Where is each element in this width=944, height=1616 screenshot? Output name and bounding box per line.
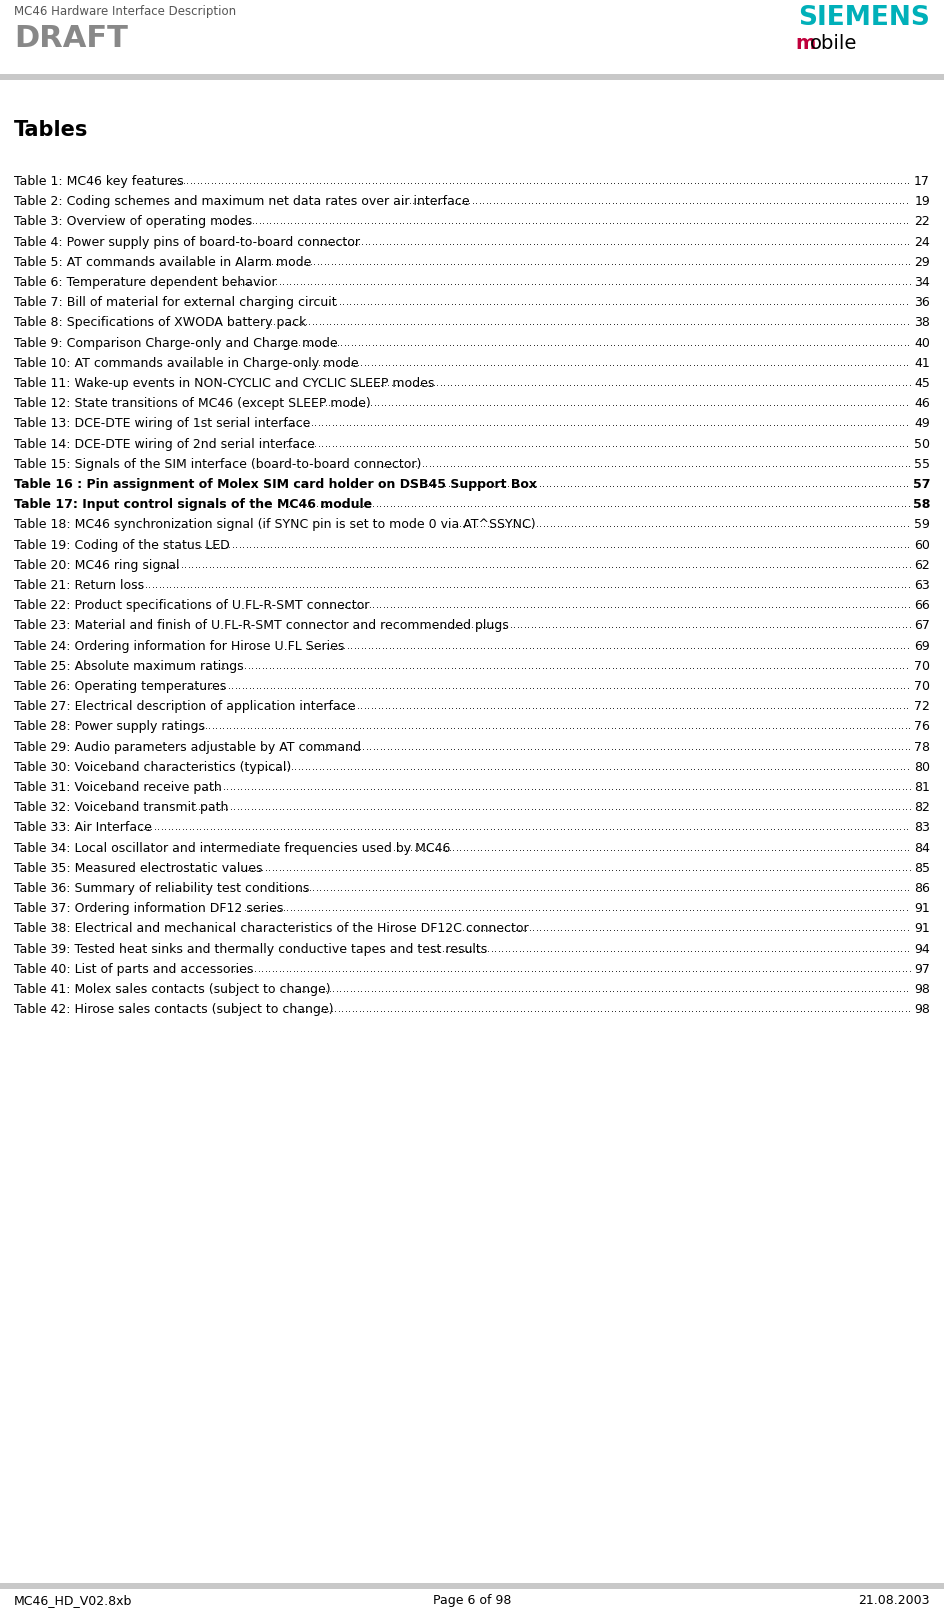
Text: 21.08.2003: 21.08.2003: [858, 1593, 930, 1606]
Text: 62: 62: [914, 559, 930, 572]
Text: 82: 82: [914, 802, 930, 814]
Text: Table 2: Coding schemes and maximum net data rates over air interface: Table 2: Coding schemes and maximum net …: [14, 196, 474, 208]
Text: Table 15: Signals of the SIM interface (board-to-board connector): Table 15: Signals of the SIM interface (…: [14, 457, 426, 470]
Text: 34: 34: [914, 276, 930, 289]
Text: 22: 22: [914, 215, 930, 228]
Text: Table 5: AT commands available in Alarm mode: Table 5: AT commands available in Alarm …: [14, 255, 315, 268]
Text: 36: 36: [914, 296, 930, 309]
Text: 91: 91: [914, 902, 930, 915]
Text: 86: 86: [914, 882, 930, 895]
Text: Table 22: Product specifications of U.FL-R-SMT connector: Table 22: Product specifications of U.FL…: [14, 600, 374, 612]
Text: Table 10: AT commands available in Charge-only mode: Table 10: AT commands available in Charg…: [14, 357, 359, 370]
Text: 24: 24: [914, 236, 930, 249]
Text: Table 28: Power supply ratings: Table 28: Power supply ratings: [14, 721, 209, 734]
Text: Table 14: DCE-DTE wiring of 2nd serial interface: Table 14: DCE-DTE wiring of 2nd serial i…: [14, 438, 319, 451]
Text: 70: 70: [914, 680, 930, 693]
Text: 41: 41: [914, 357, 930, 370]
Text: 57: 57: [913, 478, 930, 491]
Text: Table 29: Audio parameters adjustable by AT command: Table 29: Audio parameters adjustable by…: [14, 740, 365, 753]
Text: 85: 85: [914, 861, 930, 874]
Text: 70: 70: [914, 659, 930, 672]
Bar: [0, 74, 944, 81]
Text: MC46 Hardware Interface Description: MC46 Hardware Interface Description: [14, 5, 236, 18]
Text: Table 26: Operating temperatures: Table 26: Operating temperatures: [14, 680, 227, 693]
Text: Table 27: Electrical description of application interface: Table 27: Electrical description of appl…: [14, 700, 360, 713]
Text: Table 23: Material and finish of U.FL-R-SMT connector and recommended plugs: Table 23: Material and finish of U.FL-R-…: [14, 619, 509, 632]
Text: 59: 59: [914, 519, 930, 532]
Text: Table 9: Comparison Charge-only and Charge mode: Table 9: Comparison Charge-only and Char…: [14, 336, 342, 349]
Text: Table 8: Specifications of XWODA battery pack: Table 8: Specifications of XWODA battery…: [14, 317, 311, 330]
Text: DRAFT: DRAFT: [14, 24, 127, 53]
Text: Table 38: Electrical and mechanical characteristics of the Hirose DF12C connecto: Table 38: Electrical and mechanical char…: [14, 923, 529, 936]
Text: 91: 91: [914, 923, 930, 936]
Text: 84: 84: [914, 842, 930, 855]
Text: Table 17: Input control signals of the MC46 module: Table 17: Input control signals of the M…: [14, 498, 372, 511]
Text: 46: 46: [914, 398, 930, 410]
Text: MC46_HD_V02.8xb: MC46_HD_V02.8xb: [14, 1593, 132, 1606]
Text: Table 20: MC46 ring signal: Table 20: MC46 ring signal: [14, 559, 179, 572]
Text: 45: 45: [914, 377, 930, 389]
Text: Table 40: List of parts and accessories: Table 40: List of parts and accessories: [14, 963, 258, 976]
Text: Table 21: Return loss: Table 21: Return loss: [14, 579, 148, 591]
Text: 76: 76: [914, 721, 930, 734]
Text: 98: 98: [914, 1004, 930, 1016]
Text: 78: 78: [914, 740, 930, 753]
Text: 50: 50: [914, 438, 930, 451]
Text: 66: 66: [914, 600, 930, 612]
Text: 63: 63: [914, 579, 930, 591]
Text: 80: 80: [914, 761, 930, 774]
Text: Table 3: Overview of operating modes: Table 3: Overview of operating modes: [14, 215, 256, 228]
Text: Table 30: Voiceband characteristics (typical): Table 30: Voiceband characteristics (typ…: [14, 761, 295, 774]
Text: 94: 94: [914, 942, 930, 955]
Text: 83: 83: [914, 821, 930, 834]
Text: 19: 19: [914, 196, 930, 208]
Text: Table 33: Air Interface: Table 33: Air Interface: [14, 821, 152, 834]
Text: 67: 67: [914, 619, 930, 632]
Text: 58: 58: [913, 498, 930, 511]
Text: Table 36: Summary of reliability test conditions: Table 36: Summary of reliability test co…: [14, 882, 310, 895]
Text: SIEMENS: SIEMENS: [798, 5, 930, 31]
Text: Table 35: Measured electrostatic values: Table 35: Measured electrostatic values: [14, 861, 266, 874]
Text: 49: 49: [914, 417, 930, 430]
Text: Table 31: Voiceband receive path: Table 31: Voiceband receive path: [14, 781, 226, 793]
Text: Page 6 of 98: Page 6 of 98: [432, 1593, 512, 1606]
Text: 81: 81: [914, 781, 930, 793]
Text: Table 18: MC46 synchronization signal (if SYNC pin is set to mode 0 via AT^SSYNC: Table 18: MC46 synchronization signal (i…: [14, 519, 535, 532]
Text: Table 32: Voiceband transmit path: Table 32: Voiceband transmit path: [14, 802, 228, 814]
Text: m: m: [795, 34, 816, 53]
Text: Table 37: Ordering information DF12 series: Table 37: Ordering information DF12 seri…: [14, 902, 283, 915]
Text: Table 13: DCE-DTE wiring of 1st serial interface: Table 13: DCE-DTE wiring of 1st serial i…: [14, 417, 314, 430]
Text: 38: 38: [914, 317, 930, 330]
Text: Table 4: Power supply pins of board-to-board connector: Table 4: Power supply pins of board-to-b…: [14, 236, 364, 249]
Text: 60: 60: [914, 538, 930, 551]
Text: Table 39: Tested heat sinks and thermally conductive tapes and test results: Table 39: Tested heat sinks and thermall…: [14, 942, 491, 955]
Text: Table 6: Temperature dependent behavior: Table 6: Temperature dependent behavior: [14, 276, 280, 289]
Text: 69: 69: [914, 640, 930, 653]
Bar: [0, 1584, 944, 1589]
Text: Table 12: State transitions of MC46 (except SLEEP mode): Table 12: State transitions of MC46 (exc…: [14, 398, 375, 410]
Text: Tables: Tables: [14, 120, 89, 141]
Text: Table 34: Local oscillator and intermediate frequencies used by MC46: Table 34: Local oscillator and intermedi…: [14, 842, 454, 855]
Text: 98: 98: [914, 983, 930, 995]
Text: Table 24: Ordering information for Hirose U.FL Series: Table 24: Ordering information for Hiros…: [14, 640, 345, 653]
Text: Table 25: Absolute maximum ratings: Table 25: Absolute maximum ratings: [14, 659, 247, 672]
Text: obile: obile: [810, 34, 857, 53]
Text: 17: 17: [914, 175, 930, 187]
Text: 97: 97: [914, 963, 930, 976]
Text: 72: 72: [914, 700, 930, 713]
Text: Table 7: Bill of material for external charging circuit: Table 7: Bill of material for external c…: [14, 296, 341, 309]
Text: 40: 40: [914, 336, 930, 349]
Text: Table 16 : Pin assignment of Molex SIM card holder on DSB45 Support Box: Table 16 : Pin assignment of Molex SIM c…: [14, 478, 541, 491]
Text: 29: 29: [914, 255, 930, 268]
Text: Table 42: Hirose sales contacts (subject to change): Table 42: Hirose sales contacts (subject…: [14, 1004, 338, 1016]
Text: Table 11: Wake-up events in NON-CYCLIC and CYCLIC SLEEP modes: Table 11: Wake-up events in NON-CYCLIC a…: [14, 377, 434, 389]
Text: Table 41: Molex sales contacts (subject to change): Table 41: Molex sales contacts (subject …: [14, 983, 334, 995]
Text: 55: 55: [914, 457, 930, 470]
Text: Table 19: Coding of the status LED: Table 19: Coding of the status LED: [14, 538, 229, 551]
Text: Table 1: MC46 key features: Table 1: MC46 key features: [14, 175, 188, 187]
